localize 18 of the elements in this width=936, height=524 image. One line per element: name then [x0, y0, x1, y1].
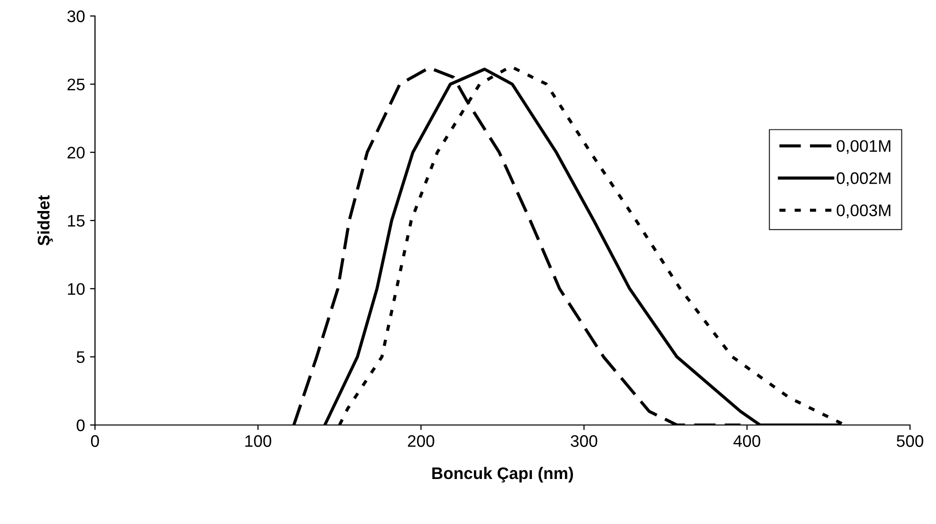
x-tick-label: 0 [91, 435, 99, 447]
y-tick-label: 10 [68, 283, 85, 295]
x-tick-label: 400 [733, 435, 760, 447]
y-tick-label: 5 [76, 351, 85, 364]
y-tick-label: 15 [68, 215, 85, 227]
x-tick-label: 100 [245, 435, 272, 447]
legend-label: 0,001M [836, 140, 890, 154]
y-axis-title: Şiddet [37, 195, 53, 246]
x-tick-label: 500 [896, 435, 924, 447]
legend-label: 0,002M [836, 172, 890, 186]
y-tick-label: 0 [76, 419, 85, 432]
x-axis-title: Boncuk Çapı (nm) [432, 466, 573, 482]
legend-label: 0,003M [836, 204, 890, 218]
x-tick-label: 300 [570, 435, 598, 447]
y-tick-label: 30 [67, 10, 85, 22]
x-tick-label: 200 [408, 435, 434, 447]
y-tick-label: 25 [68, 78, 85, 90]
y-tick-label: 20 [68, 146, 85, 159]
